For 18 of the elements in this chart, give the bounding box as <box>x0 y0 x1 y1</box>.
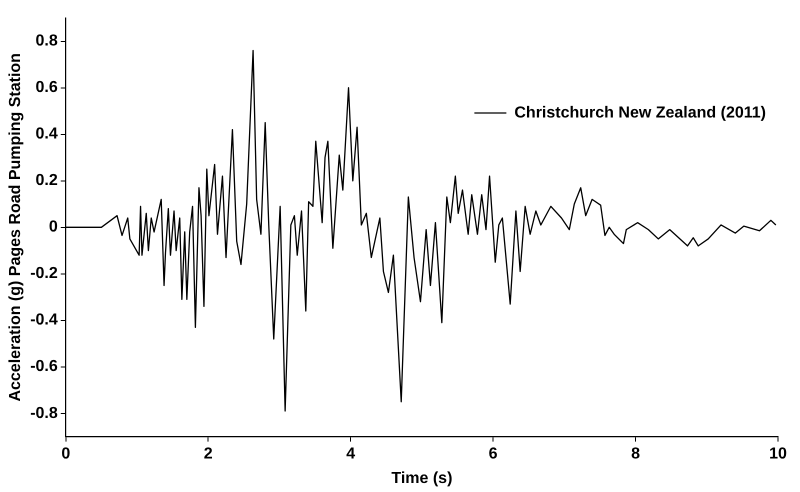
x-tick-label: 10 <box>769 446 787 463</box>
x-axis-title: Time (s) <box>391 470 452 487</box>
x-tick-label: 6 <box>488 446 498 463</box>
y-tick-label: 0.4 <box>36 126 58 143</box>
y-tick-label: 0.2 <box>36 172 58 190</box>
y-tick-label: 0.8 <box>36 32 58 50</box>
x-tick-label: 4 <box>346 446 356 463</box>
y-tick-label: -0.4 <box>30 312 58 329</box>
y-tick-label: -0.2 <box>30 265 58 282</box>
y-tick-label: 0 <box>48 218 58 236</box>
y-tick-label: -0.8 <box>30 404 58 422</box>
x-tick-label: 8 <box>631 446 640 463</box>
y-tick-label: -0.6 <box>30 358 58 376</box>
x-tick-label: 0 <box>61 446 70 463</box>
y-axis-title: Acceleration (g) Pages Road Pumping Station <box>7 53 24 402</box>
legend-label: Christchurch New Zealand (2011) <box>514 104 766 122</box>
x-tick-label: 2 <box>204 446 213 463</box>
y-tick-label: 0.6 <box>36 79 58 96</box>
